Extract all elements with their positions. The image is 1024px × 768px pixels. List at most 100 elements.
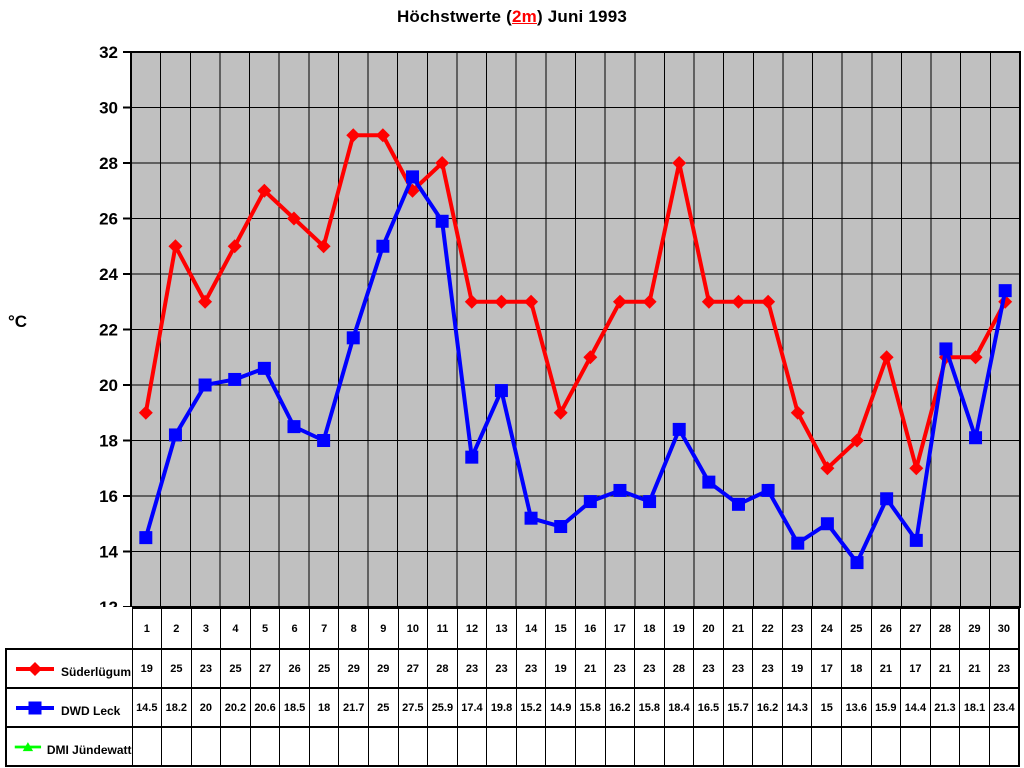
day-header-cell: 25 [841,607,872,650]
legend-entry: Süderlügum [12,658,131,679]
data-point-marker [820,517,834,531]
value-cell: 23 [190,648,222,689]
value-cell [870,726,902,767]
value-cell: 15.7 [722,687,754,728]
data-point-marker [613,483,627,497]
data-point-marker [168,239,183,254]
data-point-marker [406,170,420,184]
day-header-cell: 1 [131,607,163,650]
y-axis-labels: 1214161820222426283032 [99,43,118,617]
day-header-cell: 16 [574,607,606,650]
value-cell: 17.4 [456,687,488,728]
value-cell: 23 [456,648,488,689]
day-header-cell: 10 [397,607,429,650]
y-axis-tick-label: 14 [99,543,118,562]
value-cell [161,726,192,767]
data-point-marker [820,461,835,476]
data-point-marker [791,536,805,550]
y-axis-tick-label: 28 [99,154,118,173]
day-header-cell: 8 [338,607,369,650]
legend-cell: Süderlügum [5,648,133,689]
value-cell [634,726,665,767]
series-0 [138,128,1013,476]
value-cell: 17 [900,648,931,689]
chart-title-highlight: 2m [511,7,537,26]
value-cell: 15.2 [515,687,547,728]
data-point-marker [286,211,301,226]
value-cell: 26 [279,648,310,689]
value-cell: 23 [634,648,665,689]
day-header-cell: 9 [368,607,399,650]
day-header-cell: 13 [486,607,517,650]
data-point-marker [376,239,390,253]
day-header-cell: 15 [545,607,576,650]
value-cell: 15 [811,687,842,728]
value-cell: 14.3 [781,687,813,728]
value-cell [663,726,695,767]
triangle-legend-marker-icon [14,741,42,751]
data-point-marker [968,350,983,365]
data-point-marker [346,331,360,345]
value-cell [249,726,281,767]
value-cell: 20.2 [220,687,251,728]
day-header-cell: 18 [634,607,665,650]
data-point-marker [939,342,953,356]
diamond-legend-marker-icon [16,661,54,676]
day-header-cell: 20 [693,607,724,650]
legend-cell: DWD Leck [5,687,133,728]
y-axis-unit-label: °C [8,312,28,331]
data-point-marker [168,428,182,442]
data-point-marker [287,420,301,434]
data-point-marker [375,128,390,143]
series-line [143,133,1007,471]
legend-cell: DMI Jündewatt [5,726,133,767]
series-row: Süderlügum 19 25 23 25 27 26 25 29 29 27 28 23 23 23 19… [5,648,1020,689]
value-cell: 27.5 [397,687,429,728]
value-cell: 19 [781,648,813,689]
value-cell [988,726,1020,767]
data-point-marker [139,531,153,545]
value-cell [279,726,310,767]
value-cell [427,726,458,767]
value-cell: 21.3 [929,687,961,728]
value-cell: 27 [249,648,281,689]
value-cell [368,726,399,767]
day-header-cell: 2 [161,607,192,650]
value-cell: 18 [308,687,340,728]
value-cell [604,726,636,767]
y-axis-tick-label: 32 [99,43,118,62]
value-cell: 19 [131,648,163,689]
y-axis-tick-label: 30 [99,99,118,118]
value-cell [190,726,222,767]
data-point-marker [761,294,776,309]
value-cell: 19 [545,648,576,689]
data-point-marker [879,350,894,365]
value-cell: 21 [574,648,606,689]
data-point-marker [435,156,450,170]
data-table: 1 2 3 4 5 6 7 8 9 10 11 12 13 14 15 16 17 18 19 20 21 22 23 24 2… [5,607,1020,767]
data-point-marker [643,495,657,509]
value-cell [308,726,340,767]
legend-marker [22,741,34,751]
value-cell [545,726,576,767]
value-cell: 23.4 [988,687,1020,728]
value-cell: 15.9 [870,687,902,728]
value-cell: 14.4 [900,687,931,728]
square-legend-marker-icon [16,701,54,714]
y-axis-tick-label: 20 [99,376,118,395]
value-cell: 17 [811,648,842,689]
data-point-marker [198,378,212,392]
series-row: DMI Jündewatt [5,726,1020,767]
series-row: DWD Leck 14.5 18.2 20 20.2 20.6 18.5 18 21.7 25 27… [5,687,1020,728]
legend-label: DWD Leck [61,704,121,718]
value-cell: 18 [841,648,872,689]
value-cell: 15.8 [634,687,665,728]
value-cell: 21 [870,648,902,689]
legend-entry: DMI Jündewatt [12,736,131,757]
value-cell: 14.9 [545,687,576,728]
chart-title-prefix: Höchstwerte ( [396,7,512,26]
value-cell: 27 [397,648,429,689]
data-point-marker [909,461,924,476]
legend-marker [28,661,42,676]
